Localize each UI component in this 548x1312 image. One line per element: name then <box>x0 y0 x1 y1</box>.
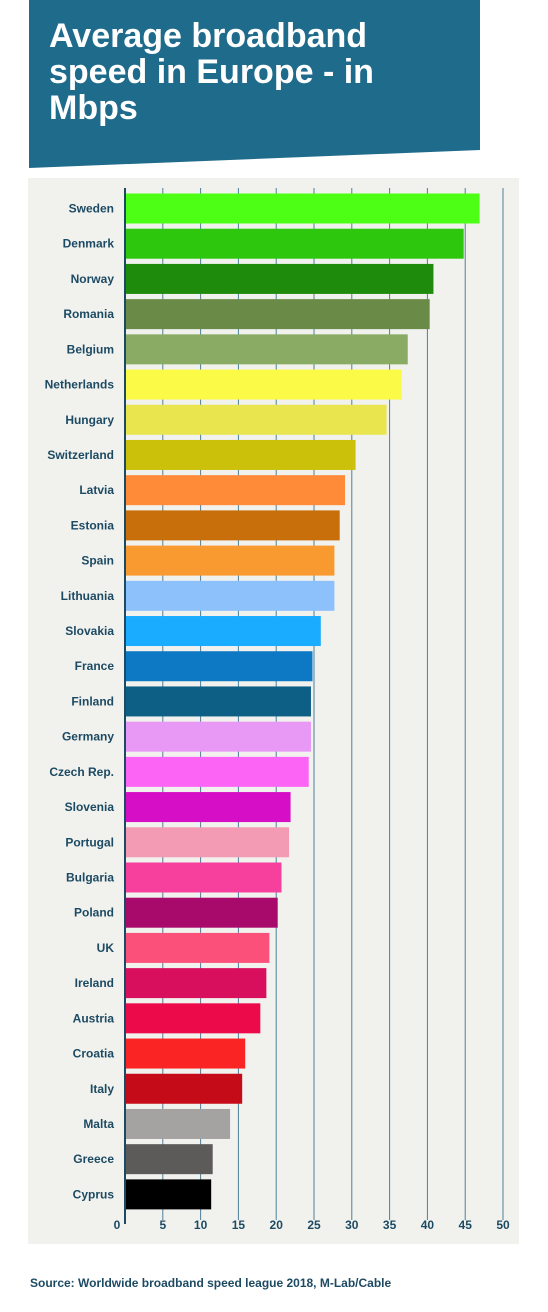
category-label-denmark: Denmark <box>63 237 115 251</box>
x-tick-label-50: 50 <box>496 1218 510 1232</box>
category-label-spain: Spain <box>81 554 114 568</box>
bar-sweden <box>125 193 480 224</box>
category-label-malta: Malta <box>83 1117 114 1131</box>
title-banner-shape <box>29 0 480 168</box>
category-label-bulgaria: Bulgaria <box>66 870 114 884</box>
category-label-sweden: Sweden <box>69 202 114 216</box>
bar-greece <box>125 1144 213 1175</box>
category-label-netherlands: Netherlands <box>45 378 115 392</box>
category-label-uk: UK <box>97 941 115 955</box>
bar-slovenia <box>125 792 291 823</box>
bar-lithuania <box>125 580 335 611</box>
bar-croatia <box>125 1038 246 1069</box>
bar-estonia <box>125 510 340 541</box>
category-label-norway: Norway <box>71 272 115 286</box>
bar-denmark <box>125 228 464 259</box>
bar-france <box>125 651 313 682</box>
x-tick-label-15: 15 <box>232 1218 246 1232</box>
x-tick-label-30: 30 <box>345 1218 359 1232</box>
bar-finland <box>125 686 311 717</box>
category-label-slovenia: Slovenia <box>65 800 115 814</box>
bar-netherlands <box>125 369 402 400</box>
x-tick-label-0: 0 <box>114 1218 121 1232</box>
x-tick-label-45: 45 <box>459 1218 473 1232</box>
category-label-germany: Germany <box>62 730 114 744</box>
x-tick-label-25: 25 <box>307 1218 321 1232</box>
category-label-greece: Greece <box>73 1152 114 1166</box>
bar-cyprus <box>125 1179 212 1210</box>
category-label-hungary: Hungary <box>65 413 114 427</box>
category-label-estonia: Estonia <box>71 518 115 532</box>
category-label-switzerland: Switzerland <box>47 448 114 462</box>
title-banner <box>29 0 480 168</box>
category-label-slovakia: Slovakia <box>65 624 114 638</box>
category-label-poland: Poland <box>74 906 114 920</box>
bar-chart: Sweden Denmark Norway Romania Belgium Netherl… <box>45 188 510 1232</box>
bar-norway <box>125 263 434 294</box>
bar-belgium <box>125 334 408 365</box>
x-tick-label-35: 35 <box>383 1218 397 1232</box>
bar-bulgaria <box>125 862 282 893</box>
category-label-croatia: Croatia <box>73 1047 115 1061</box>
bar-portugal <box>125 827 290 858</box>
source-note: Source: Worldwide broadband speed league… <box>30 1276 392 1290</box>
bar-czech-rep <box>125 756 309 787</box>
bar-hungary <box>125 404 387 435</box>
bars <box>125 193 480 1210</box>
category-label-cyprus: Cyprus <box>73 1187 115 1201</box>
bar-switzerland <box>125 439 356 470</box>
bar-austria <box>125 1003 261 1034</box>
bar-latvia <box>125 475 345 506</box>
bar-malta <box>125 1108 231 1139</box>
chart-title: Average broadband speed in Europe - in M… <box>49 17 374 127</box>
bar-uk <box>125 932 270 963</box>
category-label-lithuania: Lithuania <box>61 589 115 603</box>
x-axis: 0 5 10 15 20 25 30 35 40 45 50 <box>114 188 510 1232</box>
bar-spain <box>125 545 335 576</box>
category-label-czech-rep: Czech Rep. <box>49 765 114 779</box>
category-label-portugal: Portugal <box>65 835 114 849</box>
bar-slovakia <box>125 616 321 647</box>
category-label-latvia: Latvia <box>79 483 114 497</box>
category-labels: Sweden Denmark Norway Romania Belgium Netherl… <box>45 202 115 1202</box>
bar-poland <box>125 897 278 928</box>
category-label-finland: Finland <box>71 694 114 708</box>
category-label-france: France <box>75 659 115 673</box>
x-tick-label-5: 5 <box>159 1218 166 1232</box>
category-label-ireland: Ireland <box>75 976 114 990</box>
category-label-belgium: Belgium <box>67 342 114 356</box>
x-tick-label-40: 40 <box>421 1218 435 1232</box>
x-tick-label-20: 20 <box>270 1218 284 1232</box>
bar-ireland <box>125 968 267 999</box>
bar-italy <box>125 1073 243 1104</box>
x-tick-label-10: 10 <box>194 1218 208 1232</box>
category-label-romania: Romania <box>63 307 114 321</box>
bar-romania <box>125 299 430 330</box>
category-label-austria: Austria <box>73 1011 115 1025</box>
bar-germany <box>125 721 311 752</box>
category-label-italy: Italy <box>90 1082 114 1096</box>
